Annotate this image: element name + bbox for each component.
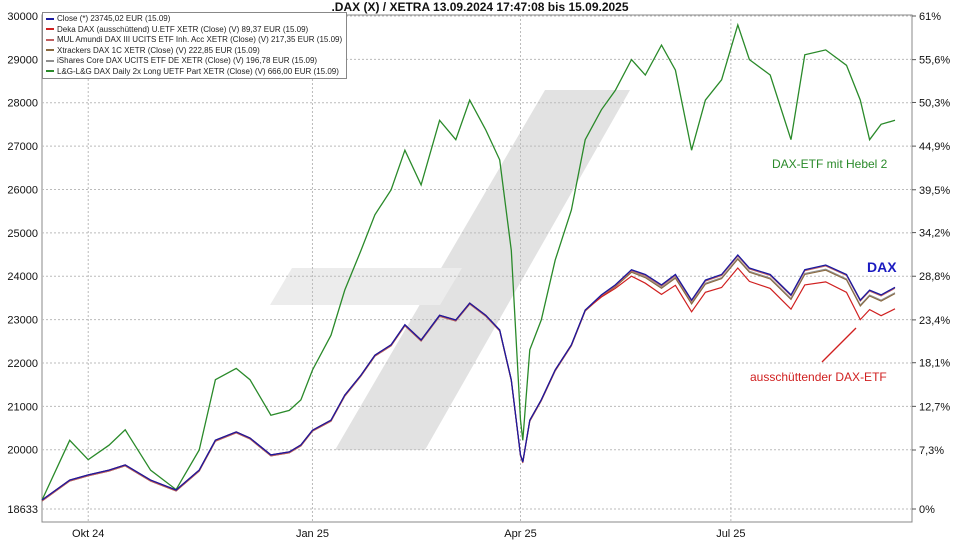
y-tick-label-right: 18,1% bbox=[919, 358, 950, 370]
watermark-logo bbox=[270, 90, 630, 450]
y-tick-label-right: 55,6% bbox=[919, 55, 950, 67]
legend-entry: iShares Core DAX UCITS ETF DE XETR (Clos… bbox=[46, 56, 342, 67]
y-tick-label-left: 26000 bbox=[7, 184, 38, 196]
legend-entry: Xtrackers DAX 1C XETR (Close) (V) 222,85… bbox=[46, 46, 342, 57]
annotation-dax: DAX bbox=[867, 259, 897, 275]
legend-entry: Close (*) 23745,02 EUR (15.09) bbox=[46, 14, 342, 25]
annotation-pointer bbox=[821, 327, 857, 363]
y-tick-label-right: 39,5% bbox=[919, 185, 950, 197]
y-tick-label-left: 20000 bbox=[7, 445, 38, 457]
legend-label: iShares Core DAX UCITS ETF DE XETR (Clos… bbox=[57, 56, 318, 65]
legend-label: Xtrackers DAX 1C XETR (Close) (V) 222,85… bbox=[57, 45, 260, 55]
annotation-leveraged: DAX-ETF mit Hebel 2 bbox=[772, 157, 888, 171]
legend-swatch bbox=[46, 49, 54, 52]
y-tick-label-right: 28,8% bbox=[919, 271, 950, 283]
y-tick-label-left: 24000 bbox=[7, 271, 38, 283]
y-tick-label-right: 44,9% bbox=[919, 141, 950, 153]
y-tick-label-right: 61% bbox=[919, 11, 941, 23]
x-tick-label: Apr 25 bbox=[504, 528, 536, 540]
y-tick-label-left: 22000 bbox=[7, 358, 38, 370]
legend-label: Close (*) 23745,02 EUR (15.09) bbox=[57, 14, 171, 23]
legend-swatch bbox=[46, 70, 54, 73]
legend-swatch bbox=[46, 17, 54, 20]
legend: Close (*) 23745,02 EUR (15.09) Deka DAX (… bbox=[42, 12, 348, 79]
legend-swatch bbox=[46, 59, 54, 62]
y-tick-label-right: 34,2% bbox=[919, 228, 950, 240]
legend-entry: MUL Amundi DAX III UCITS ETF Inh. Acc XE… bbox=[46, 35, 342, 46]
y-tick-label-left: 18633 bbox=[7, 504, 38, 516]
y-tick-label-left: 29000 bbox=[7, 54, 38, 66]
y-tick-label-left: 23000 bbox=[7, 315, 38, 327]
series-line-lg-2x-long bbox=[41, 22, 896, 501]
annotation-distributing: ausschüttender DAX-ETF bbox=[750, 370, 887, 384]
x-tick-label: Jan 25 bbox=[296, 528, 329, 540]
y-tick-label-right: 23,4% bbox=[919, 315, 950, 327]
y-tick-label-left: 27000 bbox=[7, 141, 38, 153]
y-tick-label-left: 21000 bbox=[7, 401, 38, 413]
x-tick-label: Okt 24 bbox=[72, 528, 104, 540]
legend-label: Deka DAX (ausschüttend) U.ETF XETR (Clos… bbox=[57, 24, 309, 34]
y-tick-label-right: 7,3% bbox=[919, 445, 944, 457]
legend-entry: L&G-L&G DAX Daily 2x Long UETF Part XETR… bbox=[46, 67, 342, 78]
y-tick-label-right: 0% bbox=[919, 504, 935, 516]
series-line-dax-close bbox=[41, 254, 896, 501]
y-tick-label-right: 50,3% bbox=[919, 97, 950, 109]
legend-swatch bbox=[46, 38, 54, 41]
legend-label: MUL Amundi DAX III UCITS ETF Inh. Acc XE… bbox=[57, 35, 343, 44]
legend-label: L&G-L&G DAX Daily 2x Long UETF Part XETR… bbox=[57, 66, 339, 76]
y-tick-label-left: 30000 bbox=[7, 11, 38, 23]
chart-title: .DAX (X) / XETRA 13.09.2024 17:47:08 bis… bbox=[331, 0, 628, 14]
x-tick-label: Jul 25 bbox=[716, 528, 745, 540]
y-tick-label-right: 12,7% bbox=[919, 401, 950, 413]
y-tick-label-left: 28000 bbox=[7, 98, 38, 110]
y-tick-label-left: 25000 bbox=[7, 228, 38, 240]
legend-swatch bbox=[46, 28, 54, 31]
legend-entry: Deka DAX (ausschüttend) U.ETF XETR (Clos… bbox=[46, 25, 342, 36]
